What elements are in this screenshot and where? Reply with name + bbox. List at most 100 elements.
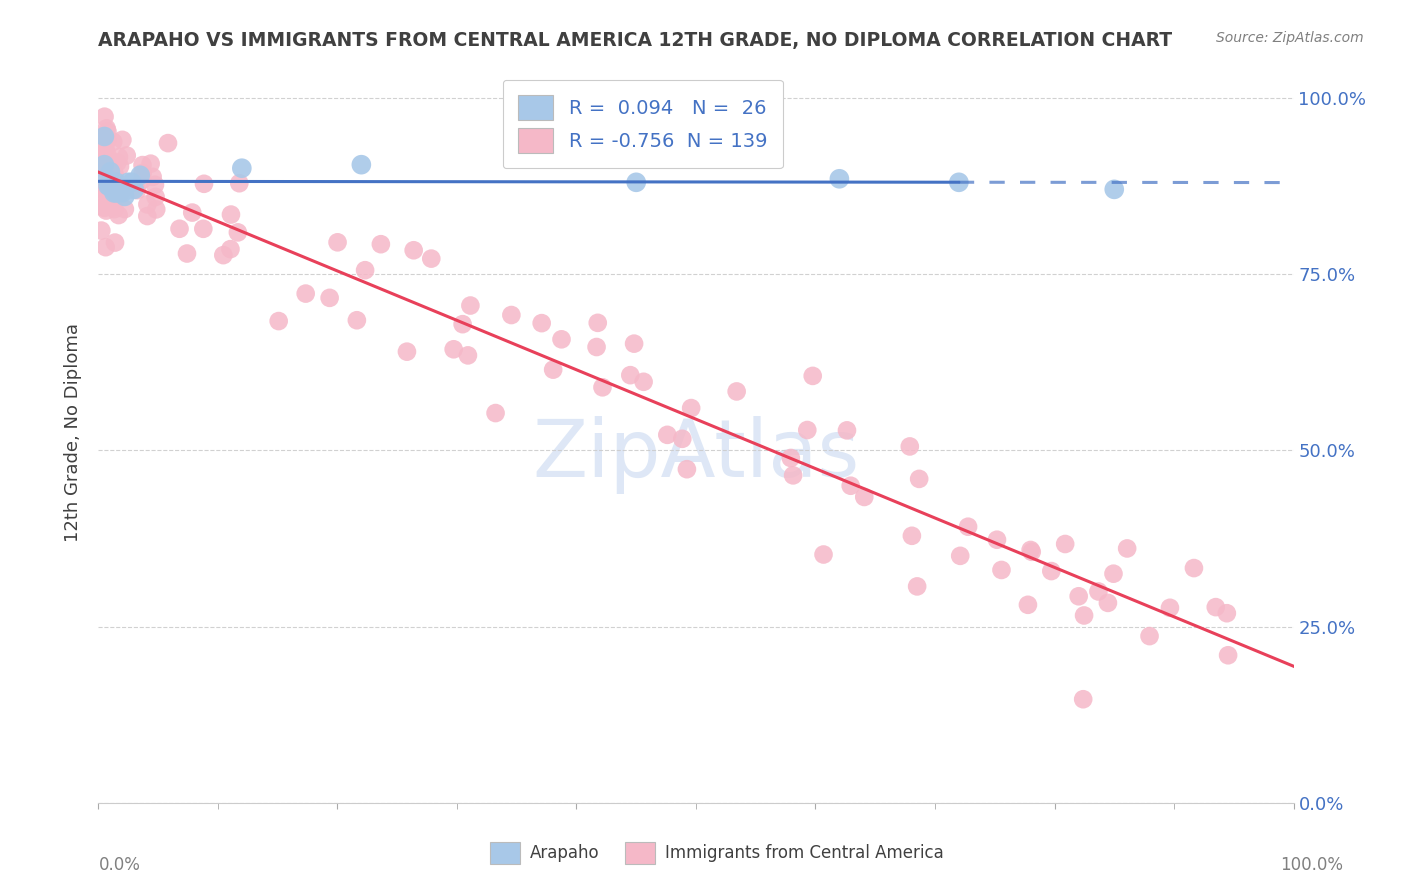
Point [103,186,125,200]
Point [101,160,124,174]
Point [839,479,862,493]
Point [948,175,970,189]
Point [145,190,167,204]
Point [1054,537,1077,551]
Point [326,235,349,250]
Point [1104,182,1126,196]
Point [451,317,474,331]
Point [136,209,159,223]
Point [103,189,125,203]
Point [93,147,115,161]
Point [1182,561,1205,575]
Point [94,240,117,254]
Text: 100.0%: 100.0% [1279,856,1343,874]
Point [105,178,128,193]
Point [136,197,159,211]
Point [107,155,129,169]
Point [139,156,162,170]
Point [131,173,153,187]
Point [93,110,115,124]
Point [91,134,114,148]
Point [231,161,253,176]
Point [1040,564,1063,578]
Point [131,158,153,172]
Point [101,182,124,196]
Point [93,129,115,144]
Point [124,182,146,196]
Point [156,136,179,150]
Point [145,202,167,217]
Legend: R =  0.094   N =  26, R = -0.756  N = 139: R = 0.094 N = 26, R = -0.756 N = 139 [502,79,783,169]
Point [129,168,152,182]
Legend: Arapaho, Immigrants from Central America: Arapaho, Immigrants from Central America [484,836,950,871]
Point [108,150,131,164]
Point [986,533,1008,547]
Point [657,427,679,442]
Point [457,348,479,362]
Point [103,165,125,179]
Point [97,152,120,166]
Point [114,189,136,203]
Point [801,368,824,383]
Point [219,208,242,222]
Point [1067,589,1090,603]
Point [671,432,693,446]
Point [90,223,112,237]
Point [131,166,153,180]
Point [105,186,128,200]
Point [779,450,801,465]
Point [111,182,134,196]
Point [93,153,115,168]
Point [90,177,112,191]
Point [96,171,118,186]
Point [91,144,114,158]
Point [96,148,118,162]
Point [354,263,377,277]
Point [228,176,250,190]
Point [501,308,523,322]
Point [1216,606,1239,620]
Point [94,142,117,156]
Point [105,175,128,189]
Point [1097,596,1119,610]
Point [1159,600,1181,615]
Point [93,158,115,172]
Point [104,235,127,250]
Point [103,156,125,170]
Point [103,135,125,149]
Point [226,226,249,240]
Point [782,468,804,483]
Point [908,472,931,486]
Point [101,200,124,214]
Point [93,200,115,214]
Point [585,340,607,354]
Point [1087,584,1109,599]
Point [169,221,191,235]
Point [796,423,818,437]
Point [626,175,648,189]
Point [107,208,129,222]
Point [267,314,290,328]
Point [1021,545,1043,559]
Point [90,155,112,169]
Point [905,579,928,593]
Point [350,158,373,172]
Point [835,423,858,437]
Point [93,146,115,161]
Point [143,178,166,192]
Point [619,368,641,383]
Point [94,197,117,211]
Point [93,145,115,160]
Point [96,166,118,180]
Point [1019,543,1042,558]
Point [957,520,980,534]
Point [402,244,425,258]
Point [91,173,114,187]
Point [127,183,149,197]
Point [828,171,851,186]
Point [96,121,118,136]
Point [1216,648,1239,663]
Point [97,178,120,193]
Point [176,246,198,260]
Point [990,563,1012,577]
